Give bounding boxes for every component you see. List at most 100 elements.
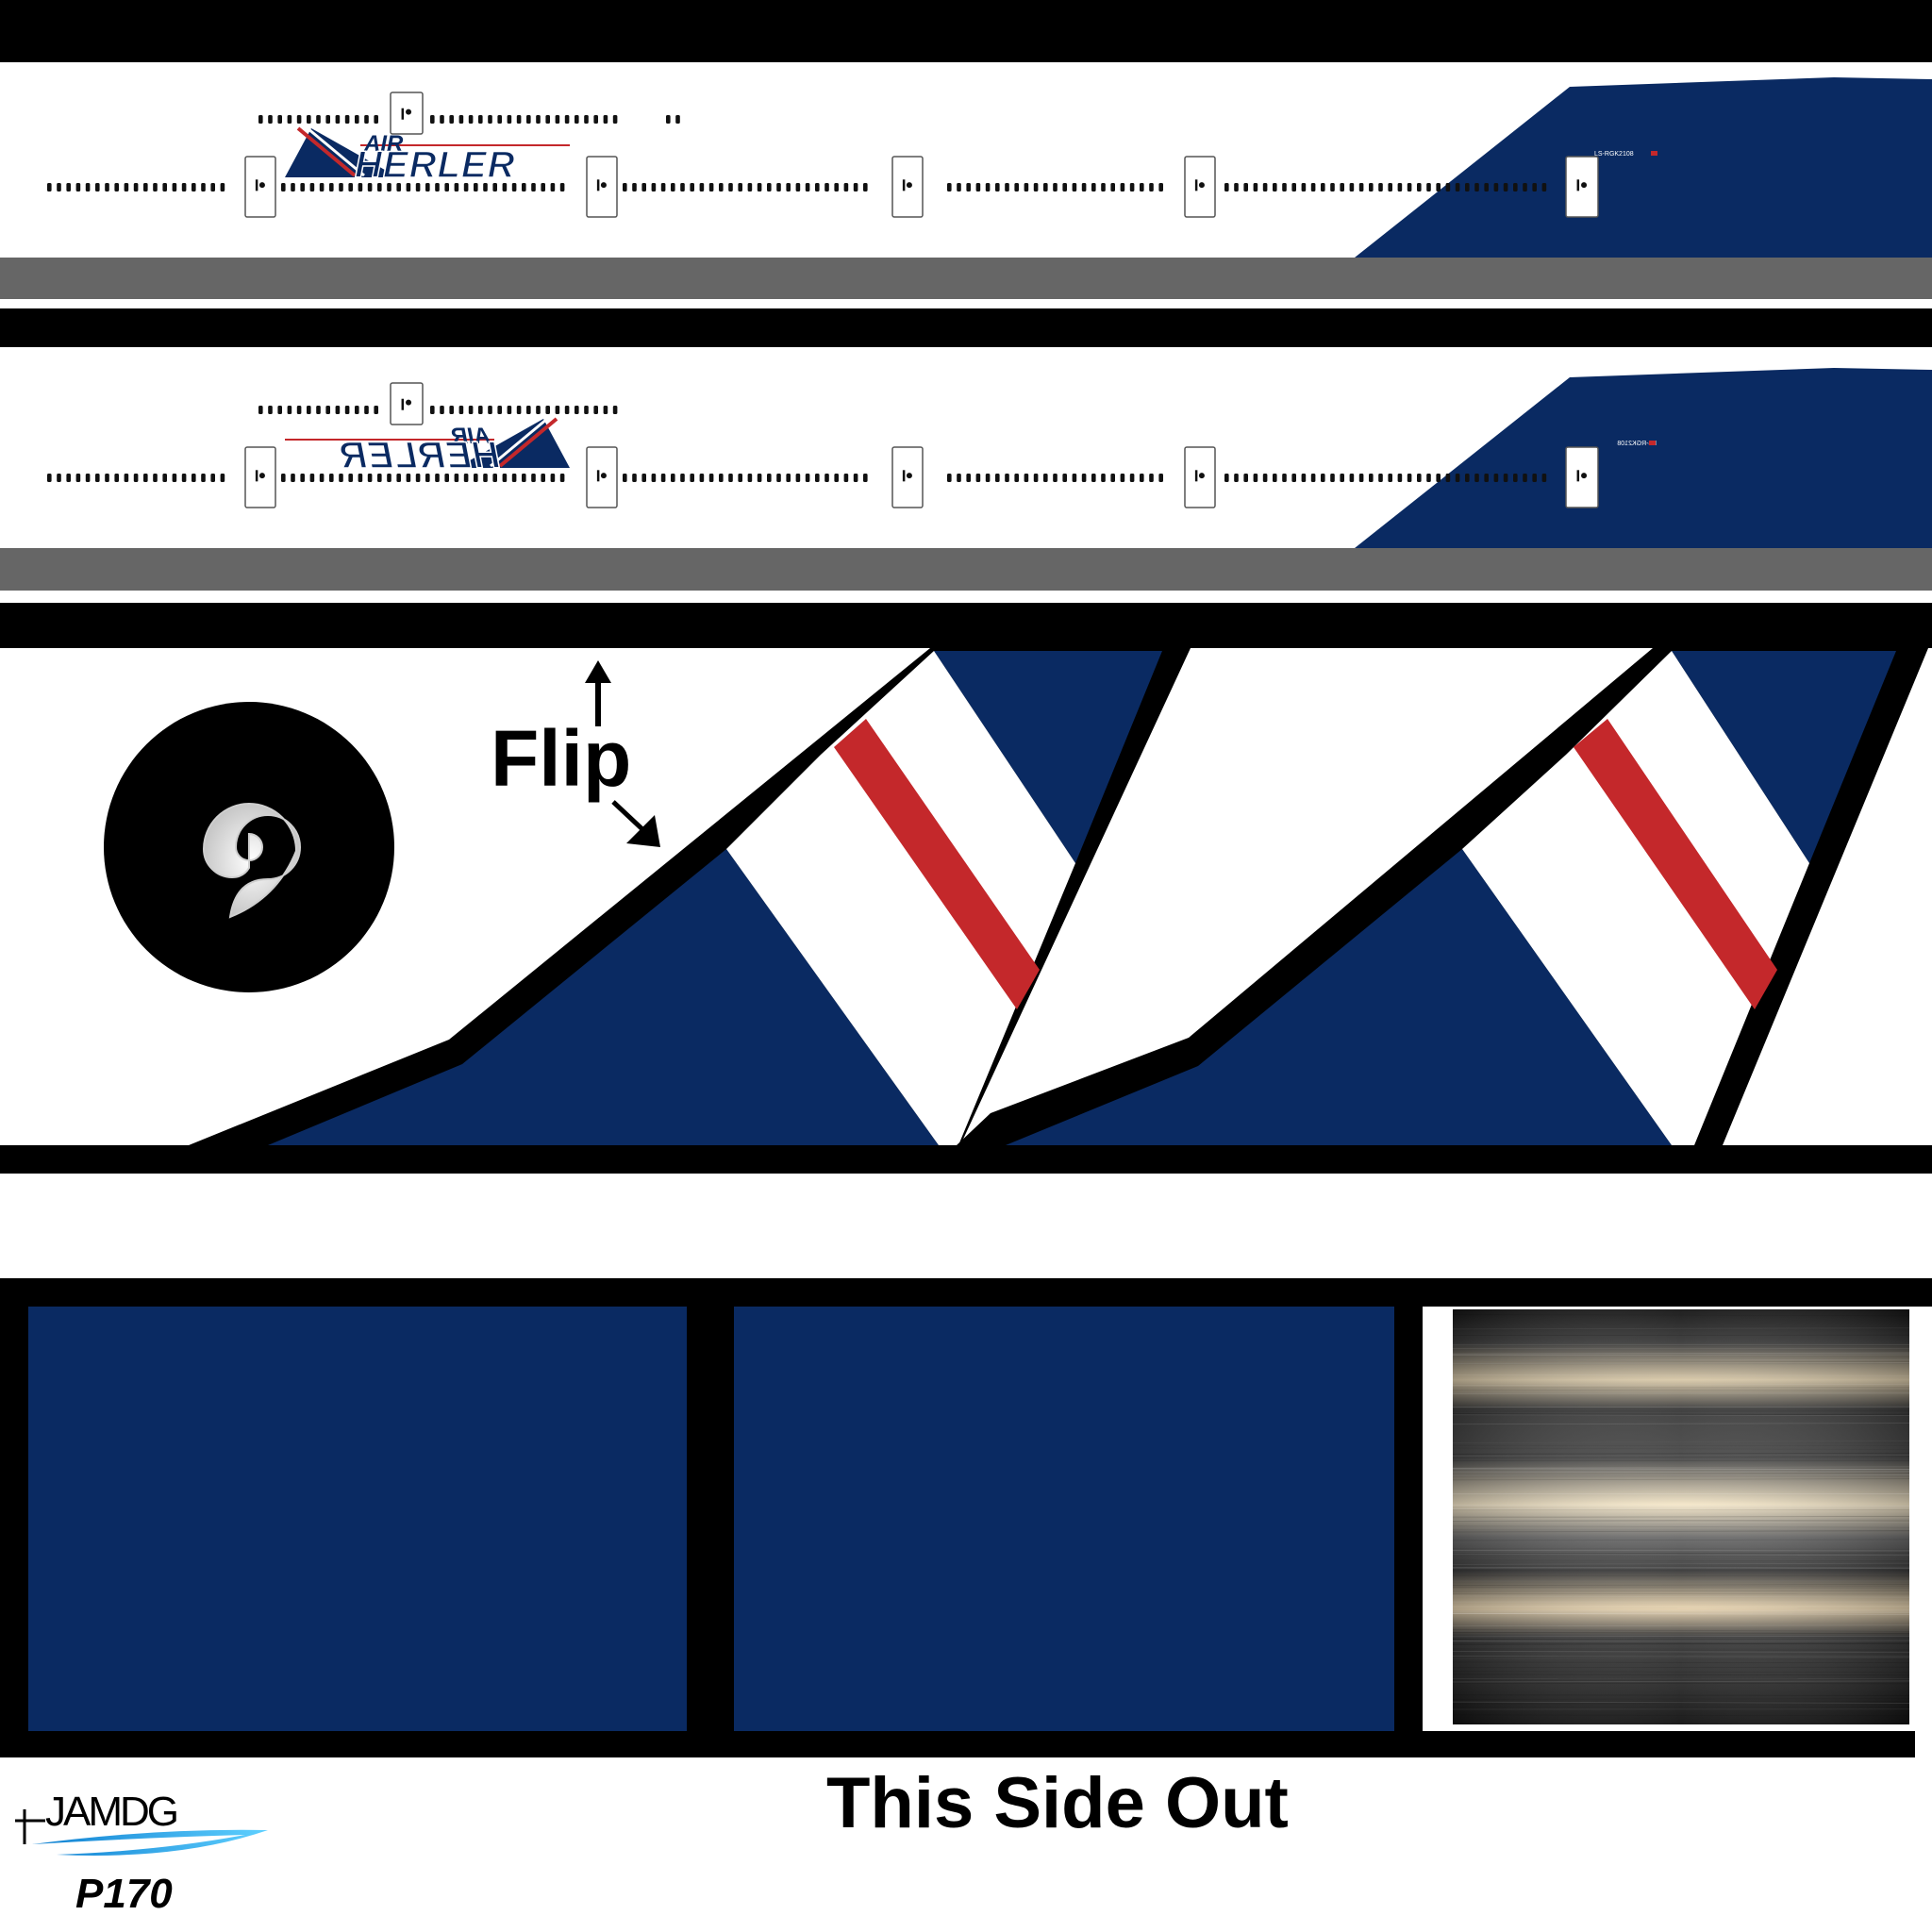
window xyxy=(281,474,286,482)
window xyxy=(1340,183,1344,192)
window xyxy=(551,474,556,482)
window xyxy=(709,474,714,482)
fuselage-bottom-black-band xyxy=(0,308,1932,347)
window xyxy=(339,183,343,192)
this-side-out-label: This Side Out xyxy=(826,1763,1289,1843)
window xyxy=(536,406,541,414)
window xyxy=(488,406,492,414)
window xyxy=(1456,474,1460,482)
window xyxy=(192,183,196,192)
window xyxy=(268,115,273,124)
window xyxy=(834,474,839,482)
window xyxy=(1082,474,1087,482)
window xyxy=(957,474,961,482)
window xyxy=(1101,183,1106,192)
window xyxy=(1263,474,1268,482)
window xyxy=(641,474,646,482)
window xyxy=(652,474,657,482)
window xyxy=(738,183,742,192)
window xyxy=(834,183,839,192)
window xyxy=(957,183,961,192)
window xyxy=(604,406,608,414)
window xyxy=(652,183,657,192)
window xyxy=(556,406,560,414)
window xyxy=(1532,183,1537,192)
window xyxy=(1062,183,1067,192)
window xyxy=(709,183,714,192)
window xyxy=(310,183,315,192)
window xyxy=(995,183,1000,192)
fuselage-bottom-logo-name: HERLER xyxy=(340,435,500,476)
window xyxy=(522,183,526,192)
window xyxy=(497,115,502,124)
window xyxy=(508,115,512,124)
window xyxy=(1388,474,1392,482)
window xyxy=(966,183,971,192)
window xyxy=(1465,183,1470,192)
window xyxy=(143,474,148,482)
window xyxy=(478,115,483,124)
window xyxy=(767,183,772,192)
window xyxy=(560,474,565,482)
window xyxy=(1484,474,1489,482)
window xyxy=(1407,474,1412,482)
window xyxy=(1350,474,1355,482)
fuselage-top-gray-stripe xyxy=(0,258,1932,299)
window xyxy=(844,474,849,482)
window xyxy=(517,406,522,414)
fuselage-top-black-band xyxy=(0,0,1932,62)
window xyxy=(1263,183,1268,192)
window xyxy=(440,406,444,414)
window xyxy=(565,115,570,124)
window xyxy=(76,474,81,482)
window xyxy=(575,406,579,414)
window xyxy=(1043,474,1048,482)
window xyxy=(531,183,536,192)
window xyxy=(1034,474,1039,482)
window xyxy=(300,183,305,192)
window xyxy=(47,183,52,192)
window xyxy=(824,183,829,192)
navy-panel-left xyxy=(28,1307,687,1731)
window xyxy=(1369,183,1374,192)
window xyxy=(966,474,971,482)
flip-label: Flip xyxy=(491,714,631,803)
window xyxy=(1053,474,1058,482)
flag-icon xyxy=(1651,151,1657,156)
window xyxy=(1282,474,1287,482)
window xyxy=(320,474,325,482)
window xyxy=(440,115,444,124)
window xyxy=(700,474,705,482)
window xyxy=(1053,183,1058,192)
window xyxy=(268,406,273,414)
window xyxy=(143,183,148,192)
window xyxy=(221,474,225,482)
window xyxy=(541,474,545,482)
window xyxy=(459,406,464,414)
window xyxy=(690,183,694,192)
window xyxy=(680,183,685,192)
window xyxy=(1340,474,1344,482)
window xyxy=(1494,183,1499,192)
window xyxy=(430,115,435,124)
window xyxy=(1091,183,1096,192)
window xyxy=(536,115,541,124)
window xyxy=(508,406,512,414)
window xyxy=(1291,183,1296,192)
window xyxy=(1542,183,1547,192)
window xyxy=(125,183,129,192)
window xyxy=(1101,474,1106,482)
window xyxy=(1523,183,1527,192)
window xyxy=(1291,474,1296,482)
window xyxy=(796,474,801,482)
window xyxy=(66,183,71,192)
window xyxy=(575,115,579,124)
window xyxy=(995,474,1000,482)
window xyxy=(1140,474,1144,482)
window xyxy=(661,474,666,482)
window xyxy=(1311,183,1316,192)
window xyxy=(329,474,334,482)
window xyxy=(469,115,474,124)
window xyxy=(182,474,187,482)
window xyxy=(1417,474,1422,482)
